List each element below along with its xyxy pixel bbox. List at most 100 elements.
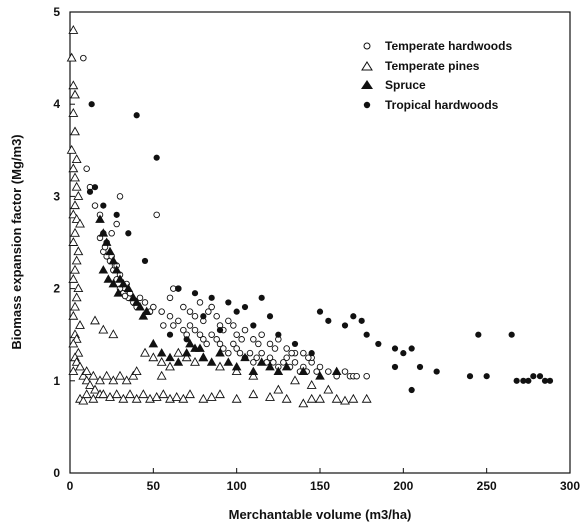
point-tropical-hardwoods [208, 294, 215, 301]
series-spruce [95, 214, 342, 380]
x-tick-label: 0 [67, 479, 74, 493]
point-spruce [206, 357, 217, 366]
point-tropical-hardwoods [508, 331, 515, 338]
legend-entry-temperate-pines: Temperate pines [361, 59, 480, 73]
point-tropical-hardwoods [125, 230, 132, 237]
legend-marker-temperate-pines [361, 61, 373, 71]
point-temperate-pines [128, 370, 139, 380]
x-tick-label: 200 [393, 479, 413, 493]
point-temperate-pines [306, 393, 317, 403]
legend-entry-spruce: Spruce [361, 78, 426, 92]
point-tropical-hardwoods [233, 308, 240, 315]
point-spruce [135, 302, 145, 311]
point-temperate-pines [73, 347, 84, 357]
point-temperate-pines [73, 246, 84, 256]
point-temperate-pines [90, 315, 100, 325]
point-temperate-hardwoods [141, 299, 149, 306]
point-temperate-hardwoods [91, 202, 99, 209]
point-temperate-pines [68, 338, 79, 348]
point-temperate-pines [78, 370, 89, 380]
point-tropical-hardwoods [466, 373, 474, 380]
point-tropical-hardwoods [391, 363, 399, 371]
point-temperate-pines [248, 389, 259, 399]
point-spruce [256, 357, 267, 366]
point-temperate-pines [75, 320, 85, 329]
point-temperate-pines [273, 384, 284, 394]
point-temperate-pines [75, 218, 85, 228]
point-temperate-hardwoods [258, 331, 265, 338]
x-tick-label: 100 [227, 479, 247, 493]
point-temperate-pines [173, 347, 184, 357]
point-tropical-hardwoods [291, 340, 299, 348]
point-temperate-pines [71, 333, 82, 343]
point-temperate-pines [70, 89, 80, 99]
point-temperate-pines [88, 393, 99, 403]
point-temperate-pines [105, 391, 115, 401]
point-temperate-pines [71, 255, 82, 265]
point-temperate-hardwoods [158, 308, 165, 315]
point-temperate-hardwoods [116, 193, 124, 200]
point-temperate-hardwoods [288, 349, 295, 357]
point-temperate-pines [70, 126, 80, 136]
point-temperate-hardwoods [291, 359, 299, 366]
point-tropical-hardwoods [536, 373, 544, 380]
point-tropical-hardwoods [153, 154, 160, 161]
point-temperate-pines [66, 144, 77, 154]
point-temperate-pines [181, 352, 192, 362]
legend: Temperate hardwoods Temperate pines Spru… [361, 39, 512, 112]
point-spruce [101, 237, 112, 246]
point-temperate-hardwoods [150, 303, 157, 311]
point-temperate-pines [81, 375, 92, 385]
point-temperate-pines [178, 393, 189, 403]
point-temperate-hardwoods [186, 322, 194, 329]
point-temperate-hardwoods [166, 313, 174, 320]
point-spruce [105, 246, 115, 256]
point-tropical-hardwoods [475, 331, 482, 338]
point-tropical-hardwoods [325, 317, 332, 324]
point-temperate-pines [81, 389, 92, 399]
point-spruce [248, 366, 259, 375]
point-tropical-hardwoods [308, 350, 315, 357]
point-temperate-pines [95, 375, 105, 385]
point-temperate-pines [70, 200, 80, 210]
point-temperate-pines [98, 389, 109, 399]
point-tropical-hardwoods [483, 373, 490, 380]
point-tropical-hardwoods [350, 313, 357, 320]
legend-label-temperate-pines: Temperate pines [385, 59, 480, 73]
data-points [66, 25, 554, 408]
legend-marker-spruce [361, 80, 373, 89]
point-temperate-hardwoods [113, 220, 120, 228]
point-temperate-pines [68, 273, 79, 283]
point-temperate-pines [71, 356, 82, 366]
point-temperate-pines [101, 370, 112, 380]
y-axis-title: Biomass expansion factor (Mg/m3) [9, 134, 24, 349]
point-tropical-hardwoods [166, 331, 174, 338]
point-temperate-pines [125, 389, 135, 399]
point-temperate-pines [115, 370, 125, 380]
point-tropical-hardwoods [391, 345, 399, 352]
point-temperate-pines [70, 172, 80, 182]
point-temperate-pines [306, 379, 317, 389]
point-tropical-hardwoods [433, 368, 440, 375]
point-temperate-hardwoods [246, 349, 254, 357]
point-spruce [108, 278, 119, 288]
point-temperate-hardwoods [250, 359, 257, 366]
point-temperate-pines [131, 366, 142, 376]
point-temperate-hardwoods [253, 354, 260, 362]
point-tropical-hardwoods [316, 308, 324, 315]
point-temperate-pines [68, 237, 79, 246]
point-spruce [98, 265, 109, 274]
point-temperate-hardwoods [191, 326, 199, 334]
point-temperate-pines [81, 366, 92, 376]
point-temperate-pines [165, 361, 175, 371]
series-temperate-hardwoods [80, 54, 370, 380]
point-tropical-hardwoods [541, 377, 549, 384]
legend-marker-temperate-hardwoods [363, 42, 371, 50]
point-temperate-hardwoods [325, 368, 332, 375]
point-spruce [173, 357, 184, 366]
point-temperate-pines [68, 366, 79, 376]
point-temperate-pines [331, 393, 342, 403]
point-temperate-hardwoods [136, 294, 144, 302]
point-temperate-pines [206, 391, 217, 401]
